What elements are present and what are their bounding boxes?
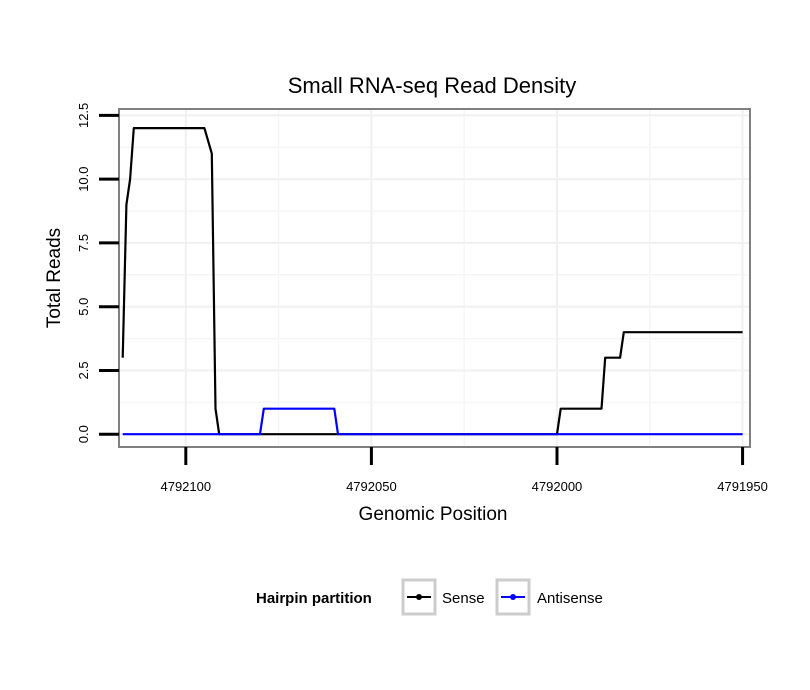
x-axis: 4792100 4792050 4792000 4791950: [160, 447, 768, 494]
x-axis-title: Genomic Position: [359, 504, 508, 525]
plot-panel-border: [118, 108, 751, 448]
series-line-antisense: [122, 407, 743, 436]
chart-title: Small RNA-seq Read Density: [288, 73, 577, 98]
legend: Hairpin partition Sense Antisense: [256, 578, 603, 616]
y-axis-title: Total Reads: [44, 228, 65, 328]
series-layer: [121, 127, 743, 436]
grid-minor: [119, 109, 750, 447]
x-tick-label: 4792100: [160, 479, 211, 494]
y-tick-label: 5.0: [76, 298, 91, 316]
legend-label-antisense: Antisense: [537, 590, 603, 607]
legend-point-sense: [416, 594, 422, 600]
legend-point-antisense: [510, 594, 516, 600]
y-tick-label: 7.5: [76, 234, 91, 252]
legend-title: Hairpin partition: [256, 590, 372, 607]
y-tick-label: 0.0: [76, 425, 91, 443]
plot-background: [119, 109, 750, 447]
x-tick-label: 4792000: [532, 479, 583, 494]
legend-item-antisense: Antisense: [495, 578, 603, 616]
x-tick-label: 4791950: [717, 479, 768, 494]
y-tick-label: 10.0: [76, 166, 91, 191]
legend-label-sense: Sense: [442, 590, 485, 607]
legend-item-sense: Sense: [401, 578, 485, 616]
y-axis: 0.0 2.5 5.0 7.5 10.0 12.5: [76, 103, 119, 443]
x-tick-label: 4792050: [346, 479, 397, 494]
y-tick-label: 12.5: [76, 103, 91, 128]
y-tick-label: 2.5: [76, 361, 91, 379]
